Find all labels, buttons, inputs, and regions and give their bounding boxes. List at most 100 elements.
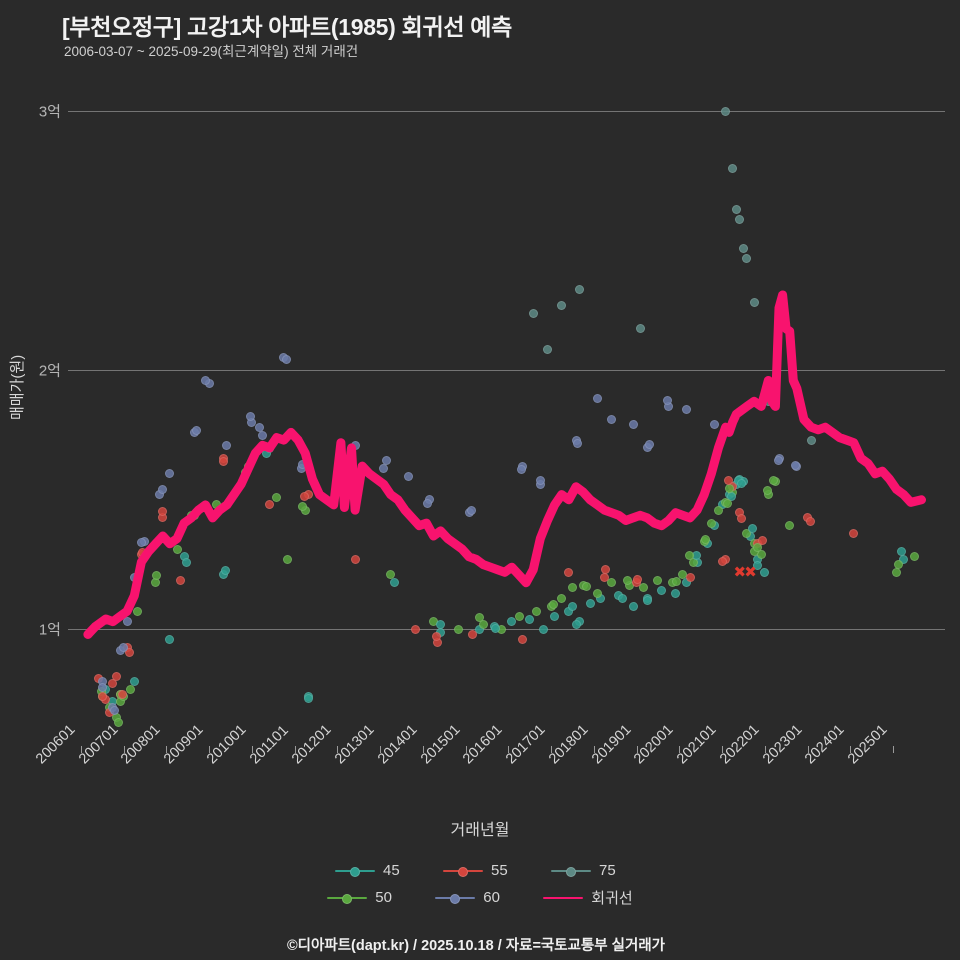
scatter-point-75 xyxy=(543,344,552,354)
scatter-point-50 xyxy=(478,619,488,629)
scatter-point-55 xyxy=(518,635,527,645)
scatter-point-50 xyxy=(126,684,136,694)
scatter-point-60 xyxy=(644,440,654,450)
gridline-2억: 2억 xyxy=(39,363,945,380)
scatter-point-50 xyxy=(567,583,577,593)
scatter-point-45 xyxy=(748,523,758,533)
chart-legend: 45 55 75 50 60 회귀선 xyxy=(0,862,960,908)
scatter-point-60 xyxy=(773,455,783,465)
scatter-point-55 xyxy=(736,513,746,523)
footer-credit: ©디아파트(dapt.kr) / 2025.10.18 / 자료=국토교통부 실… xyxy=(0,934,960,955)
scatter-point-60 xyxy=(122,617,132,627)
scatter-point-55 xyxy=(117,690,127,699)
scatter-point-55 xyxy=(111,671,121,681)
legend-label: 55 xyxy=(491,862,508,879)
cancelled-trade-marker: ✖ xyxy=(733,563,747,581)
scatter-point-55 xyxy=(411,624,421,634)
scatter-point-50 xyxy=(298,502,308,512)
legend-item-55[interactable]: 55 xyxy=(443,862,517,879)
legend-item-75[interactable]: 75 xyxy=(551,862,625,879)
x-tick-mark xyxy=(380,746,381,753)
scatter-point-55 xyxy=(350,554,360,564)
scatter-point-50 xyxy=(282,554,292,564)
scatter-point-60 xyxy=(662,396,672,406)
gridline-1억: 1억 xyxy=(39,622,945,639)
footer-text: ©디아파트(dapt.kr) / 2025.10.18 / 자료=국토교통부 실… xyxy=(286,938,666,954)
cancelled-trade-marker: ✖ xyxy=(744,563,757,581)
legend-item-60[interactable]: 60 xyxy=(435,887,509,908)
scatter-point-60 xyxy=(404,471,413,481)
chart-plot-area: 1억 2억 3억 ✖ ✖ xyxy=(39,98,945,746)
scatter-point-60 xyxy=(517,464,527,474)
scatter-point-45 xyxy=(165,635,175,645)
scatter-point-75 xyxy=(721,106,731,116)
gridline-3억: 3억 xyxy=(39,104,945,121)
x-tick-mark xyxy=(636,746,638,753)
scatter-point-45 xyxy=(129,676,139,686)
scatter-point-55 xyxy=(431,632,441,641)
x-tick-mark xyxy=(722,746,723,753)
legend-label: 45 xyxy=(383,862,400,879)
scatter-point-45 xyxy=(753,561,763,570)
scatter-point-55 xyxy=(806,517,816,527)
scatter-point-60 xyxy=(681,404,691,414)
scatter-point-45 xyxy=(507,617,517,627)
scatter-point-60 xyxy=(573,439,583,448)
scatter-point-50 xyxy=(752,543,762,553)
scatter-point-75 xyxy=(742,254,752,264)
scatter-point-50 xyxy=(152,571,162,581)
scatter-point-60 xyxy=(592,394,602,404)
scatter-point-50 xyxy=(386,570,396,580)
legend-swatch-60 xyxy=(435,892,476,904)
legend-label: 60 xyxy=(483,889,500,906)
scatter-point-45 xyxy=(643,595,653,605)
legend-item-회귀선[interactable]: 회귀선 xyxy=(543,887,633,908)
scatter-point-60 xyxy=(255,422,265,432)
scatter-point-55 xyxy=(757,535,767,545)
scatter-point-45 xyxy=(572,620,581,630)
legend-dot xyxy=(342,893,353,904)
scatter-point-60 xyxy=(790,461,800,471)
legend-item-50[interactable]: 50 xyxy=(327,887,401,908)
scatter-point-60 xyxy=(381,456,391,466)
x-tick-mark xyxy=(465,746,467,753)
scatter-point-75 xyxy=(575,285,584,295)
scatter-point-50 xyxy=(114,717,124,727)
scatter-point-50 xyxy=(785,521,795,531)
legend-dot xyxy=(458,866,468,877)
scatter-point-55 xyxy=(564,567,574,577)
regression-polyline xyxy=(83,290,926,639)
scatter-point-75 xyxy=(528,308,538,318)
scatter-point-50 xyxy=(653,575,663,585)
legend-swatch-45 xyxy=(335,865,375,877)
scatter-point-50 xyxy=(453,624,463,634)
scatter-point-60 xyxy=(222,440,232,450)
scatter-point-45 xyxy=(657,586,666,595)
page-subtitle: 2006-03-07 ~ 2025-09-29(최근계약일) 전체 거래건 xyxy=(64,44,359,59)
y-tick-label: 2억 xyxy=(38,362,61,380)
legend-dot xyxy=(566,866,576,877)
scatter-point-45 xyxy=(435,619,445,629)
scatter-point-55 xyxy=(468,630,478,639)
scatter-point-45 xyxy=(760,567,770,577)
scatter-point-55 xyxy=(265,500,275,510)
scatter-point-50 xyxy=(133,606,143,616)
x-tick-mark xyxy=(166,746,168,753)
scatter-point-60 xyxy=(246,411,256,421)
scatter-point-60 xyxy=(628,420,638,430)
x-axis-ticks: 200601 200701 200801 200901 201001 201101 2012… xyxy=(0,722,960,846)
legend-item-45[interactable]: 45 xyxy=(335,862,409,879)
page-title: [부천오정구] 고강1차 아파트(1985) 회귀선 예측 xyxy=(62,14,513,40)
scatter-point-60 xyxy=(607,414,617,424)
scatter-point-75 xyxy=(635,324,645,334)
scatter-point-60 xyxy=(119,643,129,653)
x-tick-mark xyxy=(508,746,510,753)
scatter-point-50 xyxy=(272,492,282,502)
regression-line xyxy=(83,290,926,639)
scatter-point-50 xyxy=(514,611,524,621)
x-tick-mark xyxy=(893,746,894,753)
legend-swatch-회귀선 xyxy=(543,892,584,904)
scatter-point-55 xyxy=(125,648,135,658)
legend-row: 50 60 회귀선 xyxy=(327,887,633,908)
scatter-point-60 xyxy=(165,469,175,479)
